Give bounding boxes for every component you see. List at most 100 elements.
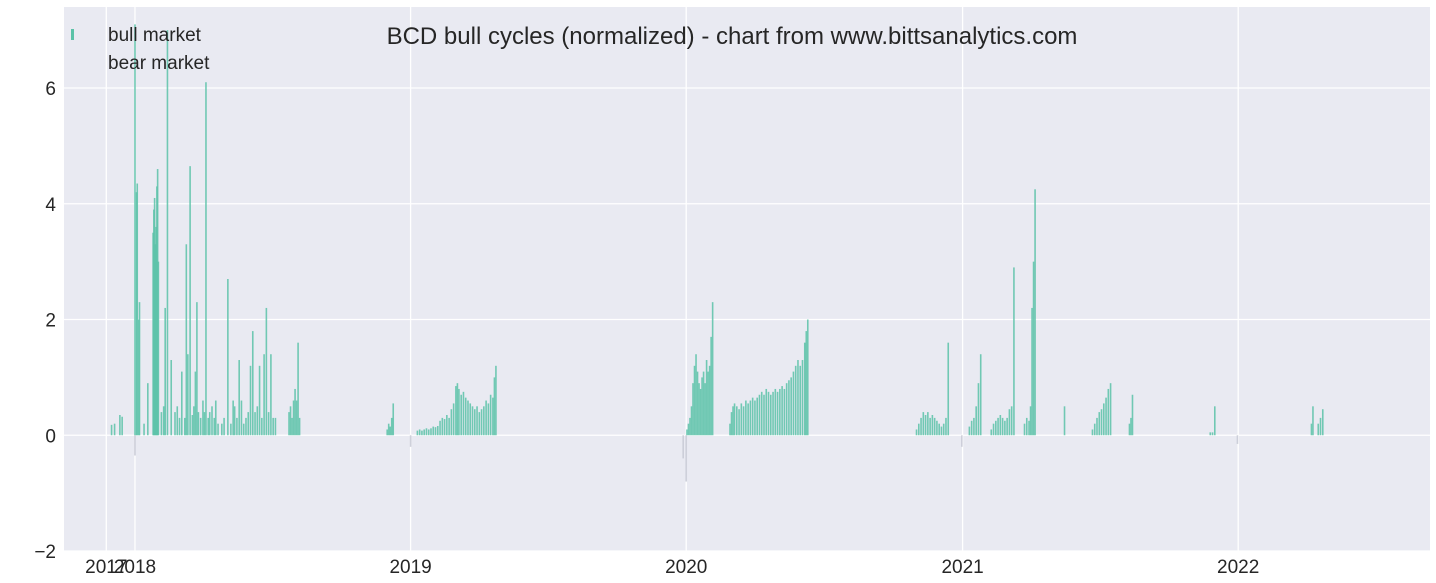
bull-bar <box>208 412 211 436</box>
y-tick-label: 4 <box>45 195 56 216</box>
bull-bar <box>968 426 971 436</box>
bull-bar <box>1128 423 1131 436</box>
bull-bar <box>1312 406 1314 436</box>
x-tick-label: 2020 <box>665 557 707 578</box>
bull-bar <box>469 403 472 436</box>
bull-bar <box>936 420 938 436</box>
bull-bar <box>295 400 298 436</box>
bull-bar <box>416 430 419 436</box>
bull-bar <box>207 417 210 436</box>
bull-bar <box>492 397 494 436</box>
bull-bar <box>443 419 446 436</box>
bull-bar <box>1310 423 1313 436</box>
bull-bar <box>792 371 795 436</box>
bull-bar <box>1025 417 1028 436</box>
bull-bar <box>292 400 295 436</box>
y-tick-label: 6 <box>45 79 56 100</box>
bull-bar <box>920 417 922 436</box>
bull-bar <box>162 406 165 436</box>
bull-bar <box>788 380 790 436</box>
bull-bar <box>223 417 225 436</box>
bull-bar <box>767 391 770 436</box>
bull-bar <box>701 377 703 436</box>
bull-bar <box>785 383 788 436</box>
y-tick-label: 2 <box>45 311 56 332</box>
bull-bar <box>160 412 163 436</box>
bull-bar <box>446 415 448 436</box>
bull-bar <box>931 415 934 436</box>
bull-bar <box>1109 383 1112 436</box>
bear-bar <box>134 435 136 456</box>
bull-bar <box>221 423 223 436</box>
bull-bar <box>693 365 696 436</box>
bull-bar <box>692 383 694 436</box>
bull-bar <box>272 417 274 436</box>
bull-bar <box>176 406 179 436</box>
x-tick-label: 2017 <box>85 557 127 578</box>
bull-bar <box>423 429 425 436</box>
bull-bar <box>1100 409 1103 436</box>
bull-bar <box>1107 388 1110 436</box>
bull-bar <box>189 166 191 436</box>
x-tick-label: 2022 <box>1217 557 1259 578</box>
bull-bar <box>699 388 702 436</box>
bull-bar <box>1028 420 1030 436</box>
bull-bar <box>194 371 197 436</box>
bull-bar <box>439 420 441 436</box>
bull-bar <box>707 371 709 436</box>
bull-bar <box>1105 397 1107 436</box>
bull-bar <box>467 400 469 436</box>
bull-bar <box>1006 417 1008 436</box>
bear-bar <box>685 435 688 482</box>
bull-bar <box>686 429 688 436</box>
bull-bar <box>1131 394 1134 436</box>
bull-bar <box>763 394 765 436</box>
bull-bar <box>702 371 705 436</box>
bull-bar <box>749 400 752 436</box>
bull-bar <box>456 383 459 436</box>
bull-bar <box>754 400 756 436</box>
bull-bar <box>1001 417 1004 436</box>
bull-bar <box>945 417 947 436</box>
bull-bar <box>450 409 453 436</box>
bull-bar <box>783 388 786 436</box>
bull-bar <box>249 365 252 436</box>
bull-bar <box>180 371 183 436</box>
bull-bar <box>1321 409 1324 436</box>
bull-bar <box>690 406 693 436</box>
x-tick-label: 2021 <box>941 557 983 578</box>
grid <box>64 7 1430 552</box>
bull-bar <box>917 423 920 436</box>
bull-bar <box>458 388 460 436</box>
bull-bar <box>781 386 783 436</box>
bull-bar <box>261 417 263 436</box>
bull-bar <box>1091 429 1094 436</box>
bull-bar <box>747 403 749 436</box>
bull-bar <box>196 302 198 436</box>
bull-bar <box>147 383 149 436</box>
bull-bar <box>291 417 293 436</box>
bull-bar <box>213 417 216 436</box>
bull-bar <box>940 426 943 436</box>
bull-bar <box>995 420 997 436</box>
bull-bar <box>997 417 999 436</box>
bull-bar <box>1096 417 1098 436</box>
bull-bar <box>799 365 802 436</box>
bull-bar <box>779 388 781 436</box>
bull-bar <box>242 423 245 436</box>
bear-bar <box>409 435 412 447</box>
bull-bar <box>947 342 950 436</box>
bull-bar <box>990 429 993 436</box>
bull-bar <box>199 417 202 436</box>
bull-bar <box>751 397 754 436</box>
legend-bear-label: bear market <box>108 53 210 74</box>
legend: bull market bear market <box>71 25 210 74</box>
bull-bar <box>205 82 207 436</box>
bull-bar <box>236 417 238 436</box>
bull-bar <box>732 406 734 436</box>
bull-bar <box>1102 403 1105 436</box>
bull-bar <box>134 24 136 436</box>
legend-bull-label: bull market <box>108 25 202 46</box>
bull-bar <box>110 424 113 436</box>
